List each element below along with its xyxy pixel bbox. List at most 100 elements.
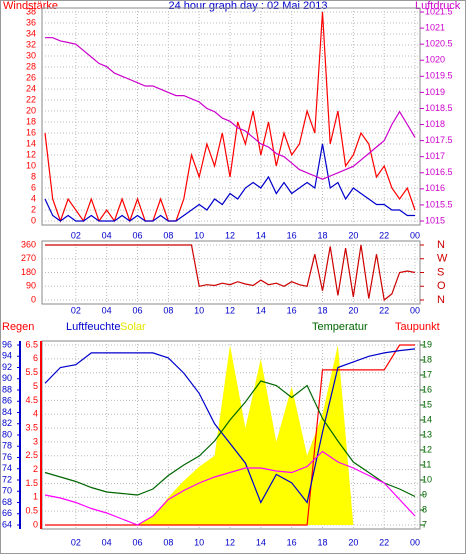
- y2-tick-label: 12: [422, 444, 432, 454]
- x-tick-label: 08: [163, 305, 173, 315]
- y2-tick-label: N: [437, 239, 445, 251]
- y-tick-label: 3.5: [25, 422, 38, 432]
- y-tick-label: 6: [31, 182, 36, 192]
- y-tick-label: 5: [33, 381, 38, 391]
- y2-tick-label: S: [437, 266, 444, 278]
- x-tick-label: 16: [287, 230, 297, 240]
- y3-tick-label: 84: [2, 407, 12, 417]
- y3-tick-label: 68: [2, 497, 12, 507]
- y3-tick-label: 80: [2, 429, 12, 439]
- y3-tick-label: 90: [2, 373, 12, 383]
- y-tick-label: 90: [26, 281, 36, 291]
- x-tick-label: 20: [348, 305, 358, 315]
- y2-tick-label: 18: [422, 354, 432, 364]
- y-tick-label: 2: [33, 464, 38, 474]
- y2-tick-label: 9: [422, 489, 427, 499]
- y3-tick-label: 86: [2, 396, 12, 406]
- y2-axis-title: Luftdruck: [415, 0, 461, 12]
- y-tick-label: 16: [26, 127, 36, 137]
- y2-tick-label: 1016.5: [425, 167, 453, 177]
- x-tick-label: 14: [256, 537, 266, 547]
- y-tick-label: 4: [31, 193, 36, 203]
- line: [44, 450, 416, 526]
- legend-label: Temperatur: [312, 321, 368, 333]
- x-tick-label: 14: [256, 305, 266, 315]
- x-tick-label: 06: [132, 230, 142, 240]
- x-tick-label: 10: [194, 230, 204, 240]
- y-tick-label: 28: [26, 61, 36, 71]
- y2-tick-label: 11: [422, 459, 431, 469]
- x-tick-label: 18: [317, 305, 327, 315]
- y-tick-label: 12: [26, 149, 36, 159]
- y-tick-label: 180: [21, 267, 36, 277]
- y-tick-label: 0: [33, 519, 38, 529]
- y3-tick-label: 96: [2, 339, 12, 349]
- x-tick-label: 06: [132, 305, 142, 315]
- y2-tick-label: 14: [422, 414, 432, 424]
- x-tick-label: 18: [317, 537, 327, 547]
- chart-title: 24 hour graph day : 02 Mai 2013: [168, 0, 327, 12]
- x-tick-label: 08: [163, 230, 173, 240]
- x-tick-label: 00: [410, 537, 420, 547]
- y-tick-label: 4.5: [25, 395, 38, 405]
- x-tick-label: 04: [102, 230, 112, 240]
- y2-tick-label: N: [437, 294, 445, 306]
- y2-tick-label: 16: [422, 384, 432, 394]
- y2-tick-label: 1020.5: [425, 39, 453, 49]
- y2-tick-label: W: [437, 253, 448, 265]
- x-tick-label: 20: [348, 537, 358, 547]
- y-tick-label: 14: [26, 138, 36, 148]
- line: [45, 244, 416, 302]
- x-tick-label: 02: [71, 537, 81, 547]
- y-axis-title: Windstärke: [3, 0, 58, 12]
- y-tick-label: 20: [26, 105, 36, 115]
- x-tick-label: 00: [410, 305, 420, 315]
- y-tick-label: 18: [26, 116, 36, 126]
- x-tick-label: 14: [256, 230, 266, 240]
- line: [44, 380, 416, 498]
- y3-tick-label: 64: [2, 519, 12, 529]
- line: [45, 344, 415, 526]
- x-tick-label: 22: [379, 230, 389, 240]
- y-tick-label: 360: [21, 239, 36, 249]
- y-tick-label: 3: [33, 436, 38, 446]
- x-tick-label: 18: [317, 230, 327, 240]
- y3-tick-label: 76: [2, 452, 12, 462]
- y-tick-label: 34: [26, 28, 36, 38]
- y-tick-label: 2.5: [25, 450, 38, 460]
- x-tick-label: 20: [348, 230, 358, 240]
- y2-tick-label: 1017.5: [425, 135, 453, 145]
- y3-tick-label: 82: [2, 418, 12, 428]
- legend-label: Regen: [2, 321, 34, 333]
- y2-tick-label: 1019.5: [425, 71, 453, 81]
- x-tick-label: 10: [194, 537, 204, 547]
- y2-tick-label: 1018: [425, 119, 445, 129]
- y-tick-label: 0.5: [25, 506, 38, 516]
- y2-tick-label: 1015: [425, 215, 445, 225]
- x-tick-label: 00: [410, 230, 420, 240]
- y2-tick-label: 7: [422, 519, 427, 529]
- y3-tick-label: 66: [2, 508, 12, 518]
- y2-tick-label: 1021: [425, 22, 445, 32]
- y-tick-label: 4: [33, 409, 38, 419]
- area: [45, 345, 415, 525]
- y2-tick-label: 1021.5: [425, 6, 453, 16]
- y-tick-label: 22: [26, 94, 36, 104]
- line: [44, 11, 416, 223]
- y-tick-label: 5.5: [25, 367, 38, 377]
- y-tick-label: 0: [31, 294, 36, 304]
- y-tick-label: 38: [26, 6, 36, 16]
- y3-tick-label: 70: [2, 486, 12, 496]
- y-tick-label: 36: [26, 17, 36, 27]
- x-tick-label: 04: [102, 537, 112, 547]
- x-tick-label: 16: [287, 305, 297, 315]
- y-tick-label: 1.5: [25, 478, 38, 488]
- y-tick-label: 10: [26, 160, 36, 170]
- y3-tick-label: 74: [2, 463, 12, 473]
- y3-tick-label: 88: [2, 384, 12, 394]
- x-tick-label: 12: [225, 230, 235, 240]
- x-tick-label: 06: [132, 537, 142, 547]
- plot-area: [41, 7, 421, 226]
- y-tick-label: 2: [31, 204, 36, 214]
